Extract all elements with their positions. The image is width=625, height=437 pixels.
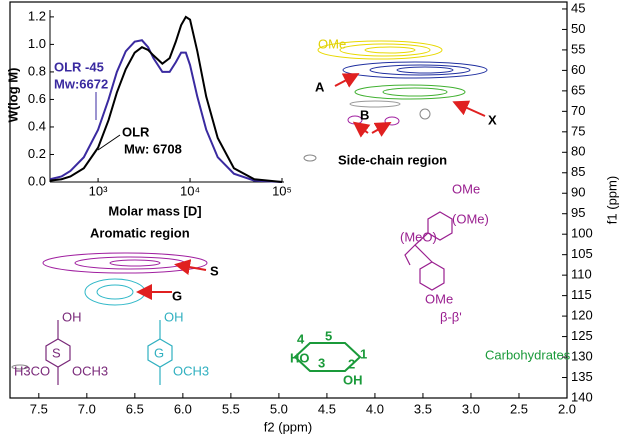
series-label: OLR [122,124,150,139]
annotation: X [488,112,497,127]
structure-label: OCH3 [72,363,108,378]
x-tick-label: 6.5 [126,401,144,416]
y-tick-label: 65 [571,82,585,97]
inset-y-tick-label: 1.2 [28,8,46,23]
inset-y-tick-label: 0.2 [28,146,46,161]
x-tick-label: 6.0 [174,401,192,416]
y-tick-label: 135 [571,369,593,384]
y-tick-label: 75 [571,123,585,138]
structures [45,211,453,385]
series-label: OLR -45 [54,59,104,74]
structure-label: OH [343,372,363,387]
x-tick-label: 5.0 [270,401,288,416]
x-tick-label: 5.5 [222,401,240,416]
structure-label: 5 [325,328,332,343]
x-tick-label: 3.0 [462,401,480,416]
x-axis-label: f2 (ppm) [264,419,312,434]
y-tick-label: 70 [571,103,585,118]
structure-label: OMe [452,181,480,196]
series-line [49,15,283,183]
structure-label: OCH3 [173,363,209,378]
y-tick-label: 115 [571,287,592,302]
annotation: B [360,107,369,122]
structure-label: 3 [318,355,325,370]
inset-x-tick-label: 10⁴ [180,183,200,198]
y-tick-label: 110 [571,267,592,282]
x-tick-label: 2.5 [510,401,528,416]
annotation: S [210,263,219,278]
series-mw: Mw: 6708 [124,141,182,156]
inset-y-tick-label: 0.0 [28,173,46,188]
y-tick-label: 120 [571,308,593,323]
y-tick-label: 80 [571,144,585,159]
structure-label: 4 [297,331,305,346]
inset-background [50,10,282,182]
structure-label: S [52,345,61,360]
inset-x-tick-label: 10³ [89,183,108,198]
y-tick-label: 85 [571,164,585,179]
structure-label: OH [164,309,184,324]
inset-x-axis-label: Molar mass [D] [108,203,201,218]
x-tick-label: 3.5 [414,401,432,416]
annotation: A [315,79,325,94]
x-tick-label: 4.0 [366,401,384,416]
structure-label: 2 [348,356,355,371]
y-axis-label: f1 (ppm) [604,176,619,224]
inset-y-axis-label: W(log M) [5,68,20,123]
structure-label: 1 [360,346,367,361]
y-tick-label: 55 [571,41,585,56]
annotation: Carbohydrates [485,347,571,362]
inset-y-tick-label: 1.0 [28,36,46,51]
annotation: OMe [318,36,346,51]
structure-label: (OMe) [452,211,489,226]
x-tick-label: 4.5 [318,401,336,416]
inset-y-tick-label: 0.4 [28,118,46,133]
y-tick-label: 50 [571,21,585,36]
structure-label: G [154,345,164,360]
y-tick-label: 105 [571,246,593,261]
y-tick-label: 100 [571,226,593,241]
structure-label: (MeO) [400,229,437,244]
arrows [136,73,486,300]
inset-y-tick-label: 0.6 [28,91,46,106]
annotation: G [172,288,182,303]
y-tick-label: 130 [571,348,593,363]
structure-label: H3CO [14,363,50,378]
series-mw: Mw:6672 [54,76,108,91]
x-tick-label: 7.0 [78,401,96,416]
annotation: Aromatic region [90,225,190,240]
series-line [49,39,283,183]
annotation: Side-chain region [338,152,447,167]
structure-label: HO [290,350,310,365]
y-tick-label: 125 [571,328,593,343]
y-tick-label: 45 [571,0,585,15]
y-tick-label: 140 [571,389,593,404]
x-tick-label: 7.5 [30,401,48,416]
y-tick-label: 90 [571,185,585,200]
plot-frame [9,1,568,399]
structure-label: OH [62,309,82,324]
pointer [97,134,121,151]
x-tick-label: 2.0 [558,401,576,416]
y-tick-label: 60 [571,62,585,77]
inset-y-tick-label: 0.8 [28,63,46,78]
y-tick-label: 95 [571,205,585,220]
structure-label: OMe [425,291,453,306]
annotation: β-β' [440,309,462,324]
inset-x-tick-label: 10⁵ [272,183,292,198]
